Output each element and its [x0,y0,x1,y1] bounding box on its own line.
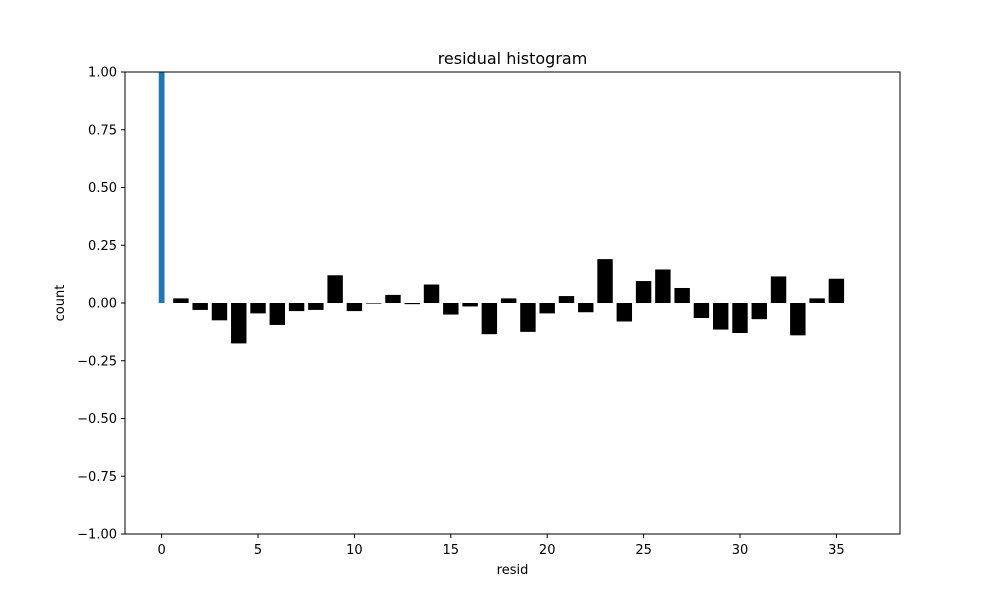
x-axis-ticks: 0 5 10 15 20 25 30 35 [157,534,845,558]
bar-1-7 [288,303,305,312]
x-tick-label: 25 [635,543,652,558]
bar-1-11 [365,303,382,304]
x-tick-label: 10 [346,543,363,558]
bar-1-14 [423,284,440,303]
bar-1-20 [539,303,555,314]
x-tick-label: 35 [828,543,845,558]
bar-1-15 [443,303,459,315]
x-tick-label: 0 [157,543,165,558]
bar-1-28 [693,303,710,319]
y-axis-label: count [53,285,68,322]
bar-1-10 [346,303,363,312]
bar-1-12 [385,294,401,303]
chart-title: residual histogram [438,49,588,68]
x-axis-label: resid [497,563,529,578]
bar-1-27 [674,287,690,303]
bar-1-26 [655,269,671,303]
y-tick-label: −0.50 [77,412,117,427]
y-tick-label: 0.25 [88,239,117,254]
bar-1-34 [809,298,825,303]
y-tick-label: 1.00 [88,66,117,81]
bar-1-22 [578,303,594,313]
bar-1-29 [712,303,729,330]
x-tick-label: 15 [443,543,460,558]
x-tick-label: 20 [539,543,556,558]
bar-1-6 [269,303,286,325]
bar-1-24 [616,303,633,322]
y-axis-ticks: −1.00 −0.75 −0.50 −0.25 0.00 0.25 0.50 0.75 1.00 [77,66,125,543]
bar-1-30 [732,303,748,334]
bar-1-19 [520,303,536,332]
bar-1-3 [211,303,228,321]
y-tick-label: −0.25 [77,354,117,369]
bar-1-16 [462,303,478,307]
x-tick-label: 5 [254,543,262,558]
bar-1-9 [327,275,343,303]
x-tick-label: 30 [732,543,749,558]
bar-1-31 [751,303,767,320]
bar-1-25 [635,281,652,303]
bar-1-33 [790,303,806,336]
bar-0-0 [158,72,165,303]
bar-1-13 [404,303,420,305]
y-tick-label: −1.00 [77,528,117,543]
bar-1-18 [500,298,517,303]
bar-1-8 [308,303,324,310]
bar-1-21 [558,296,575,303]
bar-1-32 [770,276,787,303]
bar-1-23 [597,259,613,303]
y-tick-label: 0.50 [88,181,117,196]
bar-1-35 [828,278,845,303]
bar-1-1 [173,298,189,303]
y-tick-label: 0.75 [88,123,117,138]
y-tick-label: −0.75 [77,470,117,485]
bar-1-4 [231,303,247,344]
y-tick-label: 0.00 [88,297,117,312]
bar-1-2 [192,303,208,310]
bars-group [158,72,845,344]
bar-1-5 [250,303,266,314]
bar-1-17 [481,303,498,335]
